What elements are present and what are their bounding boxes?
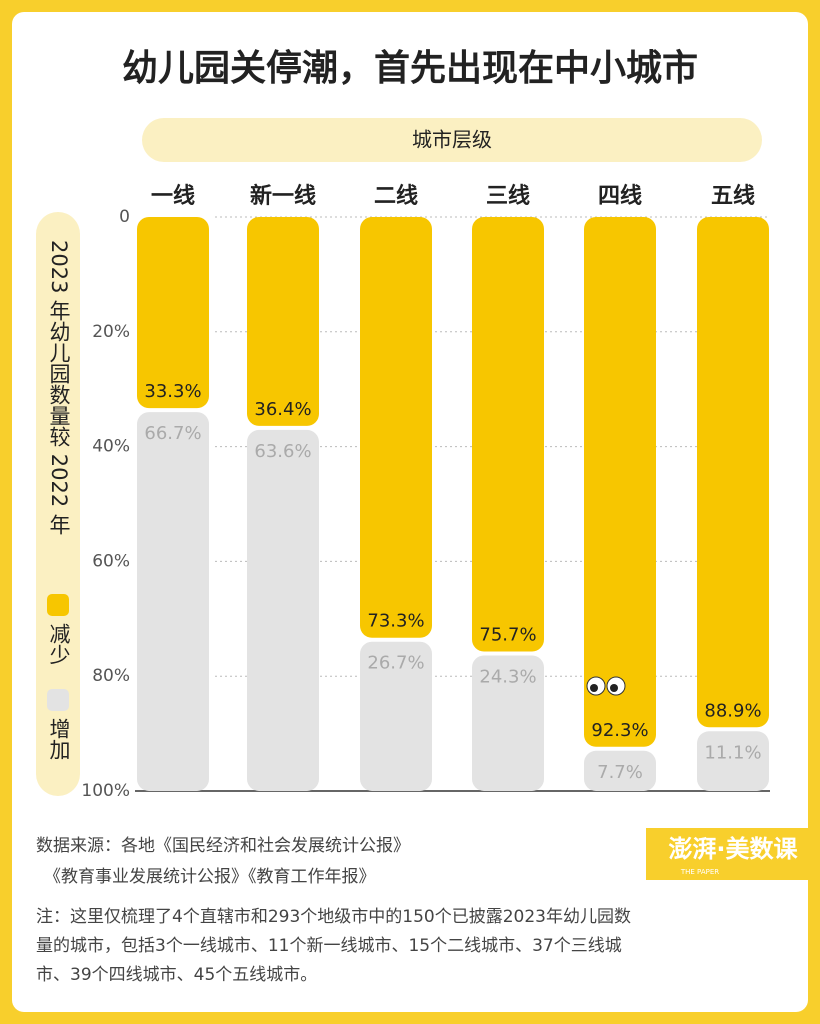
bar-segment	[697, 217, 769, 728]
legend-label: 增加	[47, 718, 71, 760]
bar-segment	[584, 217, 656, 747]
chart-title: 幼儿园关停潮，首先出现在中小城市	[122, 48, 698, 89]
value-label: 88.9%	[704, 700, 761, 721]
bar-segment	[247, 429, 319, 791]
note: 量的城市，包括3个一线城市、11个新一线城市、15个二线城市、37个三线城	[36, 936, 622, 956]
bar-segment	[137, 412, 209, 791]
x-tick-label: 一线	[151, 183, 195, 209]
y-tick-label: 80%	[92, 666, 130, 686]
y-tick-label: 20%	[92, 322, 130, 342]
y-tick-label: 0	[119, 207, 130, 227]
x-label: 城市层级	[412, 128, 492, 152]
source: 《教育事业发展统计公报》《教育工作年报》	[44, 867, 376, 887]
legend-swatch	[47, 594, 69, 616]
value-label: 92.3%	[591, 720, 648, 741]
logo: 澎湃·美数课	[668, 835, 798, 863]
y-tick-label: 60%	[92, 551, 130, 571]
x-tick-label: 五线	[711, 183, 755, 209]
bar-segment	[137, 217, 209, 409]
value-label: 73.3%	[367, 611, 424, 632]
pupil	[590, 684, 598, 692]
logo-sub: THE PAPER	[680, 868, 719, 876]
x-tick-label: 二线	[374, 183, 418, 209]
value-label: 33.3%	[144, 381, 201, 402]
value-label: 66.7%	[144, 423, 201, 444]
bar-segment	[472, 655, 544, 791]
legend-pill	[36, 212, 80, 796]
bar-segment	[247, 217, 319, 426]
bar-segment	[472, 217, 544, 652]
bar-segment	[360, 641, 432, 791]
bar-segment	[697, 731, 769, 791]
note: 市、39个四线城市、45个五线城市。	[36, 965, 317, 985]
legend-label: 减少	[47, 623, 71, 665]
bar-segment	[360, 217, 432, 638]
value-label: 26.7%	[367, 653, 424, 674]
x-tick-label: 新一线	[250, 183, 316, 209]
x-tick-label: 三线	[486, 183, 530, 209]
logo-box	[646, 828, 820, 880]
value-label: 24.3%	[479, 667, 536, 688]
note: 注：这里仅梳理了4个直辖市和293个地级市中的150个已披露2023年幼儿园数	[36, 907, 631, 927]
value-label: 11.1%	[704, 742, 761, 763]
value-label: 63.6%	[254, 441, 311, 462]
value-label: 7.7%	[597, 762, 643, 783]
pupil	[610, 684, 618, 692]
x-tick-label: 四线	[598, 183, 642, 209]
y-tick-label: 100%	[81, 781, 130, 801]
y-label: 2023 年幼儿园数量较 2022 年	[47, 240, 71, 535]
y-tick-label: 40%	[92, 437, 130, 457]
value-label: 75.7%	[479, 625, 536, 646]
x-label-pill	[142, 118, 762, 162]
source: 数据来源：各地《国民经济和社会发展统计公报》	[36, 836, 410, 856]
value-label: 36.4%	[254, 399, 311, 420]
legend-swatch	[47, 689, 69, 711]
bar-segment	[584, 750, 656, 791]
